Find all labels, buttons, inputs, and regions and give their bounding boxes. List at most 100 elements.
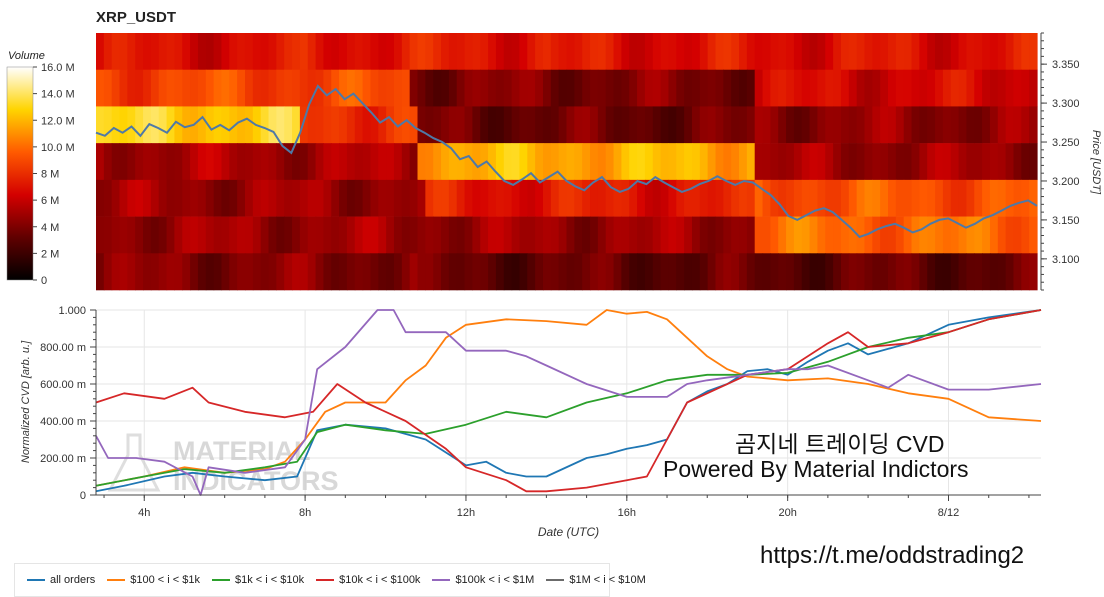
heatmap-cell bbox=[1029, 33, 1038, 71]
heatmap-cell bbox=[237, 69, 246, 107]
heatmap-cell bbox=[299, 143, 309, 181]
heatmap-cell bbox=[472, 216, 481, 254]
heatmap-cell bbox=[817, 216, 826, 254]
heatmap-cell bbox=[903, 69, 913, 107]
heatmap-cell bbox=[331, 216, 340, 254]
heatmap-cell bbox=[307, 253, 317, 291]
heatmap-cell bbox=[103, 143, 113, 181]
heatmap-cell bbox=[472, 143, 481, 181]
heatmap-cell bbox=[691, 33, 701, 71]
heatmap-cell bbox=[833, 33, 842, 71]
cvd-x-tick-label: 20h bbox=[778, 507, 796, 519]
heatmap-cell bbox=[974, 69, 983, 107]
heatmap-cell bbox=[143, 106, 152, 144]
heatmap-cell bbox=[958, 106, 968, 144]
heatmap-cell bbox=[386, 216, 395, 254]
heatmap-cell bbox=[143, 69, 152, 107]
heatmap-cell bbox=[276, 216, 285, 254]
heatmap-cell bbox=[982, 143, 991, 181]
heatmap-cell bbox=[119, 253, 128, 291]
heatmap-cell bbox=[244, 253, 254, 291]
heatmap-cell bbox=[848, 179, 858, 217]
heatmap-cell bbox=[158, 69, 168, 107]
heatmap-cell bbox=[1021, 179, 1030, 217]
heatmap-cell bbox=[903, 253, 913, 291]
heatmap-cell bbox=[135, 33, 144, 71]
heatmap-cell bbox=[480, 69, 489, 107]
heatmap-cell bbox=[417, 216, 426, 254]
legend-item[interactable]: $1M < i < $10M bbox=[546, 574, 646, 586]
heatmap-cell bbox=[284, 179, 293, 217]
heatmap-cell bbox=[127, 106, 136, 144]
heatmap-cell bbox=[158, 33, 168, 71]
heatmap-cell bbox=[425, 143, 434, 181]
heatmap-cell bbox=[96, 106, 105, 144]
heatmap-cell bbox=[793, 143, 803, 181]
heatmap-cell bbox=[150, 33, 160, 71]
heatmap-cell bbox=[942, 179, 952, 217]
heatmap-cell bbox=[433, 33, 442, 71]
heatmap-cell bbox=[895, 33, 905, 71]
heatmap-cell bbox=[699, 33, 709, 71]
heatmap-cell bbox=[833, 69, 842, 107]
heatmap-cell bbox=[825, 179, 834, 217]
heatmap-cell bbox=[511, 253, 521, 291]
heatmap-cell bbox=[966, 69, 975, 107]
heatmap-cell bbox=[833, 106, 842, 144]
heatmap-cell bbox=[864, 253, 873, 291]
heatmap-cell bbox=[393, 253, 403, 291]
heatmap-cell bbox=[542, 106, 552, 144]
heatmap-cell bbox=[793, 33, 803, 71]
heatmap-cell bbox=[386, 33, 395, 71]
heatmap-cell bbox=[550, 216, 560, 254]
heatmap-cell bbox=[1013, 253, 1022, 291]
legend-item[interactable]: $10k < i < $100k bbox=[316, 574, 420, 586]
heatmap-cell bbox=[590, 106, 599, 144]
heatmap-cell bbox=[566, 179, 575, 217]
heatmap-cell bbox=[292, 106, 301, 144]
legend-item[interactable]: all orders bbox=[27, 574, 95, 586]
legend-item[interactable]: $100k < i < $1M bbox=[432, 574, 534, 586]
heatmap-cell bbox=[386, 253, 395, 291]
telegram-link[interactable]: https://t.me/oddstrading2 bbox=[760, 542, 1025, 569]
heatmap-cell bbox=[660, 33, 670, 71]
heatmap-cell bbox=[574, 179, 583, 217]
heatmap-cell bbox=[393, 106, 403, 144]
heatmap-cell bbox=[621, 69, 630, 107]
heatmap-cell bbox=[158, 216, 168, 254]
heatmap-cell bbox=[1013, 33, 1022, 71]
heatmap-cell bbox=[574, 143, 583, 181]
heatmap-cell bbox=[244, 143, 254, 181]
heatmap-cell bbox=[723, 216, 732, 254]
heatmap-cell bbox=[401, 179, 411, 217]
heatmap-cell bbox=[205, 106, 215, 144]
heatmap-cell bbox=[229, 69, 238, 107]
heatmap-cell bbox=[613, 69, 622, 107]
heatmap-cell bbox=[127, 216, 136, 254]
heatmap-cell bbox=[150, 69, 160, 107]
heatmap-cell bbox=[558, 143, 568, 181]
heatmap-cell bbox=[488, 69, 497, 107]
colorbar-title: Volume bbox=[8, 50, 45, 62]
heatmap-cell bbox=[731, 106, 740, 144]
heatmap-cell bbox=[197, 33, 207, 71]
heatmap-cell bbox=[433, 253, 442, 291]
heatmap-cell bbox=[848, 106, 858, 144]
heatmap-cell bbox=[809, 33, 819, 71]
legend-item[interactable]: $1k < i < $10k bbox=[211, 574, 304, 586]
heatmap-cell bbox=[778, 216, 787, 254]
colorbar-tick-label: 10.0 M bbox=[41, 142, 75, 154]
heatmap-cell bbox=[699, 143, 709, 181]
watermark-logo-text: MATERIAL bbox=[173, 436, 310, 466]
heatmap-cell bbox=[691, 106, 701, 144]
heatmap-cell bbox=[182, 69, 191, 107]
heatmap-cell bbox=[503, 33, 513, 71]
heatmap-cell bbox=[472, 69, 481, 107]
heatmap-cell bbox=[362, 179, 372, 217]
heatmap-cell bbox=[221, 253, 230, 291]
heatmap-cell bbox=[833, 216, 842, 254]
heatmap-cell bbox=[723, 253, 732, 291]
legend-item[interactable]: $100 < i < $1k bbox=[107, 574, 200, 586]
heatmap-cell bbox=[158, 253, 168, 291]
